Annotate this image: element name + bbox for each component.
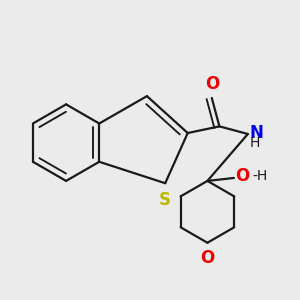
- Text: H: H: [249, 136, 260, 150]
- Text: O: O: [236, 167, 250, 184]
- Text: S: S: [159, 190, 171, 208]
- Text: O: O: [205, 75, 219, 93]
- Text: N: N: [249, 124, 263, 142]
- Text: O: O: [200, 249, 214, 267]
- Text: -H: -H: [253, 169, 268, 183]
